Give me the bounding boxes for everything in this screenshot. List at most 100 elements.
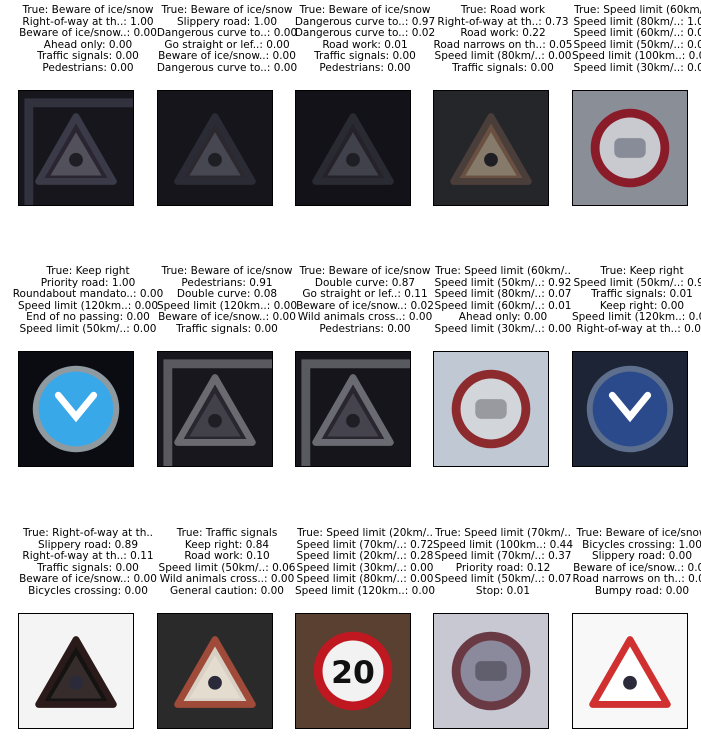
prediction-line: Keep right: 0.00: [599, 299, 685, 312]
true-label: True: Beware of ice/snow: [22, 4, 154, 16]
prediction-line: Pedestrians: 0.00: [319, 322, 411, 335]
prediction-line: Pedestrians: 0.91: [181, 276, 273, 289]
prediction-line: Traffic signals: 0.00: [452, 61, 554, 74]
sign-thumbnail: [434, 614, 548, 728]
sign-thumbnail: [573, 614, 687, 728]
prediction-line: Right-of-way at th..: 0.11: [22, 550, 154, 563]
blue-round-sign: [38, 371, 114, 447]
prediction-caption: True: Traffic signals Keep right: 0.84 Roa…: [145, 527, 309, 598]
prediction-line: Dangerous curve to..: 0.02: [294, 27, 436, 40]
prediction-line: Slippery road: 0.89: [37, 538, 139, 551]
sign-thumbnail: [296, 91, 410, 205]
prediction-line: Ahead only: 0.00: [458, 311, 548, 324]
sign-thumbnail: [434, 91, 548, 205]
prediction-line: Bumpy road: 0.00: [594, 584, 690, 597]
prediction-line: Speed limit (30km/..: 0.00: [296, 561, 434, 574]
speed-limit-sign-icon: [433, 613, 549, 729]
sign-thumbnail: [158, 352, 272, 466]
sign-symbol: [623, 675, 637, 690]
true-label: True: Speed limit (70km/..: [435, 527, 571, 539]
sign-arrow: [54, 391, 98, 423]
prediction-line: Double curve: 0.87: [314, 276, 416, 289]
dark-triangle-sign-icon: [157, 351, 273, 467]
prediction-line: Speed limit (60km/..: 0.01: [434, 299, 572, 312]
prediction-line: Speed limit (50km/..: 0.06: [158, 561, 296, 574]
prediction-line: Speed limit (50km/..: 0.00: [19, 322, 157, 335]
prediction-line: Speed limit (50km/..: 0.92: [434, 276, 572, 289]
prediction-line: Speed limit (30km/..: 0.00: [573, 61, 701, 74]
prediction-line: Speed limit (20km/..: 0.28: [296, 550, 434, 563]
prediction-caption: True: Beware of ice/snow Right-of-way at …: [6, 4, 170, 75]
prediction-line: Wild animals cross..: 0.00: [297, 311, 433, 324]
prediction-line: Bicycles crossing: 1.00: [582, 538, 701, 551]
dark-triangle-sign-icon: [295, 90, 411, 206]
prediction-caption: True: Beware of ice/snow Bicycles crossin…: [560, 527, 701, 598]
prediction-line: Speed limit (80km/..: 1.00: [573, 15, 701, 28]
prediction-caption: True: Right-of-way at th.. Slippery road:…: [6, 527, 170, 598]
prediction-line: End of no passing: 0.00: [26, 311, 150, 324]
triangle-sign-icon: [433, 90, 549, 206]
prediction-line: Speed limit (100km..: 0.00: [571, 50, 701, 63]
true-label: True: Beware of ice/snow: [299, 265, 431, 277]
prediction-line: Speed limit (120km..: 0.00: [17, 299, 159, 312]
prediction-line: Speed limit (60km/..: 0.00: [573, 27, 701, 40]
prediction-line: Go straight or lef..: 0.00: [164, 38, 290, 51]
sign-arrow: [608, 391, 652, 423]
blue-circle-sign-icon: [18, 351, 134, 467]
triangle-sign-icon: [157, 613, 273, 729]
prediction-line: Road work: 0.01: [322, 38, 408, 51]
prediction-caption: True: Speed limit (60km/.. Speed limit (8…: [560, 4, 701, 75]
prediction-line: Traffic signals: 0.00: [37, 50, 139, 63]
sign-thumbnail: [158, 614, 272, 728]
prediction-caption: True: Beware of ice/snow Dangerous curve …: [283, 4, 447, 75]
prediction-line: Beware of ice/snow..: 0.00: [158, 50, 296, 63]
prediction-line: Speed limit (50km/..: 0.99: [573, 276, 701, 289]
true-label: True: Beware of ice/snow: [576, 527, 701, 539]
speed-sign-face: [322, 640, 384, 702]
prediction-line: Speed limit (80km/..: 0.00: [296, 573, 434, 586]
sign-symbol: [346, 413, 360, 428]
prediction-line: Beware of ice/snow..: 0.00: [158, 311, 296, 324]
prediction-line: Speed limit (30km/..: 0.00: [434, 322, 572, 335]
prediction-line: Speed limit (50km/..: 0.07: [434, 573, 572, 586]
prediction-line: Road narrows on th..: 0.00: [572, 573, 701, 586]
prediction-line: Beware of ice/snow..: 0.02: [296, 299, 434, 312]
prediction-line: Roundabout mandato..: 0.00: [12, 288, 164, 301]
sign-thumbnail: [19, 614, 133, 728]
true-label: True: Road work: [460, 4, 546, 16]
sign-symbol: [208, 413, 222, 428]
prediction-line: Right-of-way at th..: 0.73: [437, 15, 569, 28]
sign-symbol: [69, 152, 83, 167]
sign-symbol: [208, 675, 222, 690]
sign-thumbnail: [573, 91, 687, 205]
prediction-line: Priority road: 1.00: [40, 276, 136, 289]
prediction-caption: True: Speed limit (70km/.. Speed limit (1…: [421, 527, 585, 598]
sign-thumbnail: [296, 352, 410, 466]
speed-sign-digits: [475, 399, 507, 419]
prediction-line: Go straight or lef..: 0.11: [302, 288, 428, 301]
prediction-caption: True: Beware of ice/snow Slippery road: 1…: [145, 4, 309, 75]
prediction-line: Dangerous curve to..: 0.00: [156, 61, 298, 74]
prediction-line: Wild animals cross..: 0.00: [159, 573, 295, 586]
true-label: True: Beware of ice/snow: [161, 4, 293, 16]
true-label: True: Speed limit (60km/..: [435, 265, 571, 277]
prediction-line: Slippery road: 1.00: [176, 15, 278, 28]
prediction-line: Beware of ice/snow..: 0.00: [19, 573, 157, 586]
prediction-line: Beware of ice/snow..: 0.00: [573, 561, 701, 574]
sign-symbol: [69, 675, 83, 690]
prediction-line: Slippery road: 0.00: [591, 550, 693, 563]
speed-limit-sign-icon: [433, 351, 549, 467]
true-label: True: Speed limit (20km/..: [297, 527, 433, 539]
prediction-line: Speed limit (70km/..: 0.37: [434, 550, 572, 563]
blue-circle-sign-icon: [572, 351, 688, 467]
speed-sign-digits: [475, 661, 507, 681]
sign-thumbnail: [434, 352, 548, 466]
prediction-caption: True: Speed limit (20km/.. Speed limit (7…: [283, 527, 447, 598]
prediction-line: Speed limit (120km..: 0.00: [156, 299, 298, 312]
prediction-line: Traffic signals: 0.00: [176, 322, 278, 335]
prediction-line: Speed limit (50km/..: 0.00: [573, 38, 701, 51]
prediction-line: Traffic signals: 0.00: [37, 561, 139, 574]
prediction-line: Double curve: 0.08: [176, 288, 278, 301]
sign-thumbnail: 20: [296, 614, 410, 728]
true-label: True: Keep right: [46, 265, 130, 277]
